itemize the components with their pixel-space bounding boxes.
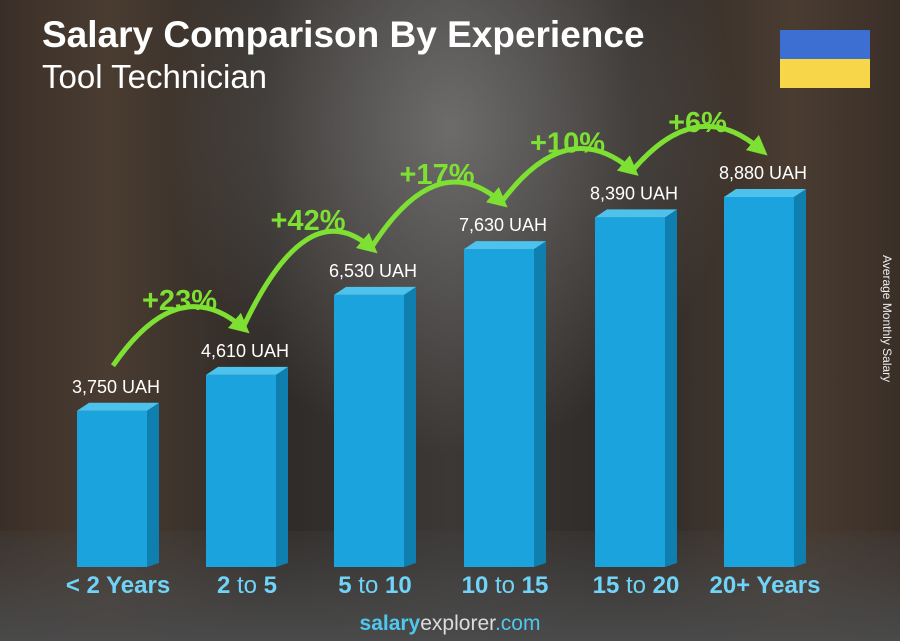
data-label: 3,750 UAH (72, 377, 160, 397)
chart-title: Salary Comparison By Experience (42, 14, 645, 55)
x-tick-label: 2 to 5 (217, 572, 277, 599)
x-tick-label: 5 to 10 (338, 572, 411, 599)
x-tick-part: to (352, 572, 385, 599)
increase-arrow-icon (497, 146, 639, 206)
bar (464, 249, 534, 568)
y-axis-label: Average Monthly Salary (880, 255, 894, 383)
increase-arrow-icon (110, 304, 250, 368)
x-tick-part: 15 (522, 572, 549, 599)
x-tick-part: to (230, 572, 263, 599)
bar-side (404, 286, 416, 567)
x-tick-part: 10 (462, 572, 489, 599)
bar-top (334, 286, 416, 295)
x-tick-part: to (619, 572, 652, 599)
bar-top (206, 366, 288, 375)
x-tick-label: < 2 Years (66, 572, 170, 599)
data-label: 7,630 UAH (459, 215, 547, 235)
x-tick-label: 10 to 15 (462, 572, 549, 599)
x-tick-label: 15 to 20 (593, 572, 680, 599)
data-label: 4,610 UAH (201, 341, 289, 361)
bar-side (794, 189, 806, 567)
bar (77, 410, 147, 567)
bar (724, 197, 794, 567)
x-tick-part: 5 (264, 572, 277, 599)
bar (206, 374, 276, 567)
x-tick-part: 5 (338, 572, 351, 599)
increase-arrow-icon (239, 228, 378, 331)
x-tick-part: 2 (217, 572, 230, 599)
bar-side (147, 402, 159, 567)
data-label: 8,880 UAH (719, 163, 807, 183)
bar-side (276, 366, 288, 567)
chart-subtitle: Tool Technician (42, 58, 268, 95)
bar-top (77, 402, 159, 411)
brand-part-salary: salary (359, 612, 421, 635)
percent-change-label: +6% (668, 107, 727, 139)
brand-part-com: .com (494, 612, 541, 635)
increase-arrow-icon (367, 179, 508, 252)
flag-bottom-stripe (780, 59, 870, 88)
ukraine-flag-icon (780, 30, 870, 88)
bar-side (665, 209, 677, 567)
bar-top (724, 189, 806, 197)
x-tick-label: 20+ Years (709, 572, 820, 599)
x-tick-part: 15 (593, 572, 620, 599)
data-label: 8,390 UAH (590, 183, 678, 203)
data-label: 6,530 UAH (329, 261, 417, 281)
bar-top (464, 241, 546, 250)
x-tick-part: to (488, 572, 521, 599)
percent-change-label: +23% (142, 285, 217, 317)
percent-change-label: +10% (530, 127, 605, 159)
increase-arrow-icon (629, 123, 768, 175)
bar-top (595, 209, 677, 218)
x-tick-part: 20 (653, 572, 680, 599)
percent-change-label: +17% (400, 159, 475, 191)
brand-logo[interactable]: salaryexplorer.com (0, 612, 900, 636)
bar (334, 294, 404, 567)
bar-side (534, 241, 546, 568)
flag-top-stripe (780, 30, 870, 59)
bar (595, 217, 665, 567)
brand-part-explorer: explorer (420, 612, 495, 635)
percent-change-label: +42% (271, 205, 346, 237)
x-tick-part: 10 (385, 572, 412, 599)
